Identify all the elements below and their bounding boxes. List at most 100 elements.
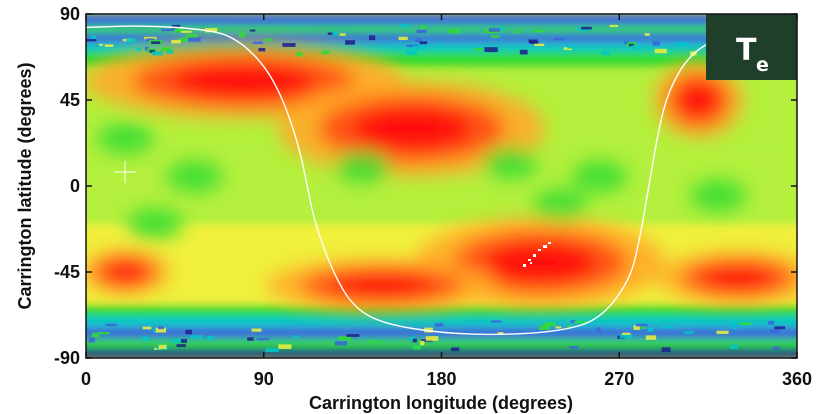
texture-speck — [141, 336, 149, 342]
cool-region — [334, 150, 391, 183]
texture-speck — [434, 323, 444, 327]
texture-speck — [151, 41, 161, 45]
texture-speck — [185, 33, 198, 39]
texture-speck — [258, 47, 266, 52]
texture-speck — [105, 323, 117, 327]
heatmap-texture — [86, 24, 797, 353]
quantity-badge: T e — [706, 14, 797, 80]
hot-region — [105, 261, 146, 283]
texture-speck — [581, 26, 592, 30]
texture-speck — [534, 43, 545, 47]
texture-speck — [451, 347, 460, 352]
texture-speck — [730, 344, 738, 350]
texture-speck — [419, 41, 428, 45]
texture-speck — [574, 321, 589, 324]
texture-speck — [251, 328, 262, 332]
x-axis-ticks: 0 90 180 270 360 — [81, 14, 812, 389]
x-tick-label: 270 — [604, 369, 634, 389]
y-tick-label: 90 — [60, 4, 80, 24]
cool-region — [690, 179, 746, 212]
texture-speck — [368, 35, 376, 41]
texture-speck — [413, 345, 421, 350]
texture-speck — [176, 344, 186, 348]
texture-speck — [86, 39, 97, 42]
texture-speck — [624, 40, 629, 45]
texture-speck — [136, 47, 141, 51]
texture-speck — [126, 37, 136, 43]
latitude-band — [86, 42, 797, 53]
texture-speck — [570, 320, 576, 324]
x-tick-label: 180 — [426, 369, 456, 389]
texture-speck — [339, 33, 346, 36]
cool-region — [166, 160, 223, 193]
texture-speck — [327, 32, 333, 36]
texture-speck — [166, 49, 174, 54]
texture-speck — [252, 41, 263, 44]
texture-speck — [346, 334, 360, 337]
cool-region — [532, 189, 588, 222]
texture-speck — [158, 344, 167, 350]
texture-speck — [149, 49, 156, 53]
texture-speck — [732, 326, 738, 330]
texture-speck — [398, 36, 408, 41]
texture-speck — [488, 28, 500, 32]
texture-speck — [292, 335, 299, 338]
badge-subscript: e — [756, 54, 769, 76]
texture-speck — [652, 41, 660, 46]
texture-speck — [647, 327, 654, 332]
latitude-band — [86, 33, 797, 43]
texture-speck — [644, 33, 650, 36]
texture-speck — [633, 325, 640, 330]
texture-speck — [367, 340, 382, 343]
texture-speck — [609, 24, 618, 28]
texture-speck — [415, 38, 422, 42]
texture-speck — [640, 325, 646, 329]
texture-speck — [601, 51, 610, 56]
texture-speck — [448, 29, 461, 34]
texture-speck — [425, 336, 439, 341]
texture-speck — [635, 323, 648, 327]
texture-speck — [406, 50, 418, 55]
texture-speck — [155, 327, 167, 333]
texture-speck — [345, 40, 355, 45]
texture-speck — [144, 36, 157, 40]
texture-speck — [519, 49, 528, 55]
texture-speck — [171, 24, 181, 29]
texture-speck — [563, 47, 573, 51]
texture-speck — [490, 35, 500, 38]
texture-speck — [716, 330, 729, 334]
temperature-regions — [86, 43, 797, 312]
texture-speck — [774, 326, 786, 330]
y-tick-label: -45 — [54, 262, 80, 282]
texture-speck — [484, 47, 498, 53]
hot-region — [678, 82, 719, 118]
texture-speck — [321, 50, 330, 55]
badge-background — [706, 14, 797, 80]
y-tick-label: 45 — [60, 90, 80, 110]
texture-speck — [249, 29, 256, 32]
saturated-pixels — [523, 242, 551, 267]
texture-speck — [772, 346, 780, 350]
texture-speck — [265, 348, 279, 352]
texture-speck — [98, 43, 104, 46]
y-axis-ticks: 90 45 0 -45 -90 — [54, 4, 797, 368]
texture-speck — [498, 27, 506, 30]
cool-region — [127, 208, 184, 241]
texture-speck — [437, 44, 442, 48]
texture-speck — [412, 338, 417, 343]
latitude-band — [86, 304, 797, 316]
texture-speck — [104, 44, 114, 47]
texture-speck — [256, 337, 270, 341]
texture-speck — [631, 45, 642, 49]
texture-speck — [553, 37, 565, 41]
temperature-heatmap — [86, 14, 797, 358]
x-tick-label: 0 — [81, 369, 91, 389]
cool-region — [482, 147, 539, 180]
texture-speck — [144, 46, 150, 51]
latitude-band — [86, 327, 797, 339]
hot-region — [172, 63, 316, 98]
x-tick-label: 360 — [782, 369, 812, 389]
texture-speck — [161, 28, 175, 32]
y-tick-label: -90 — [54, 348, 80, 368]
y-tick-label: 0 — [70, 176, 80, 196]
